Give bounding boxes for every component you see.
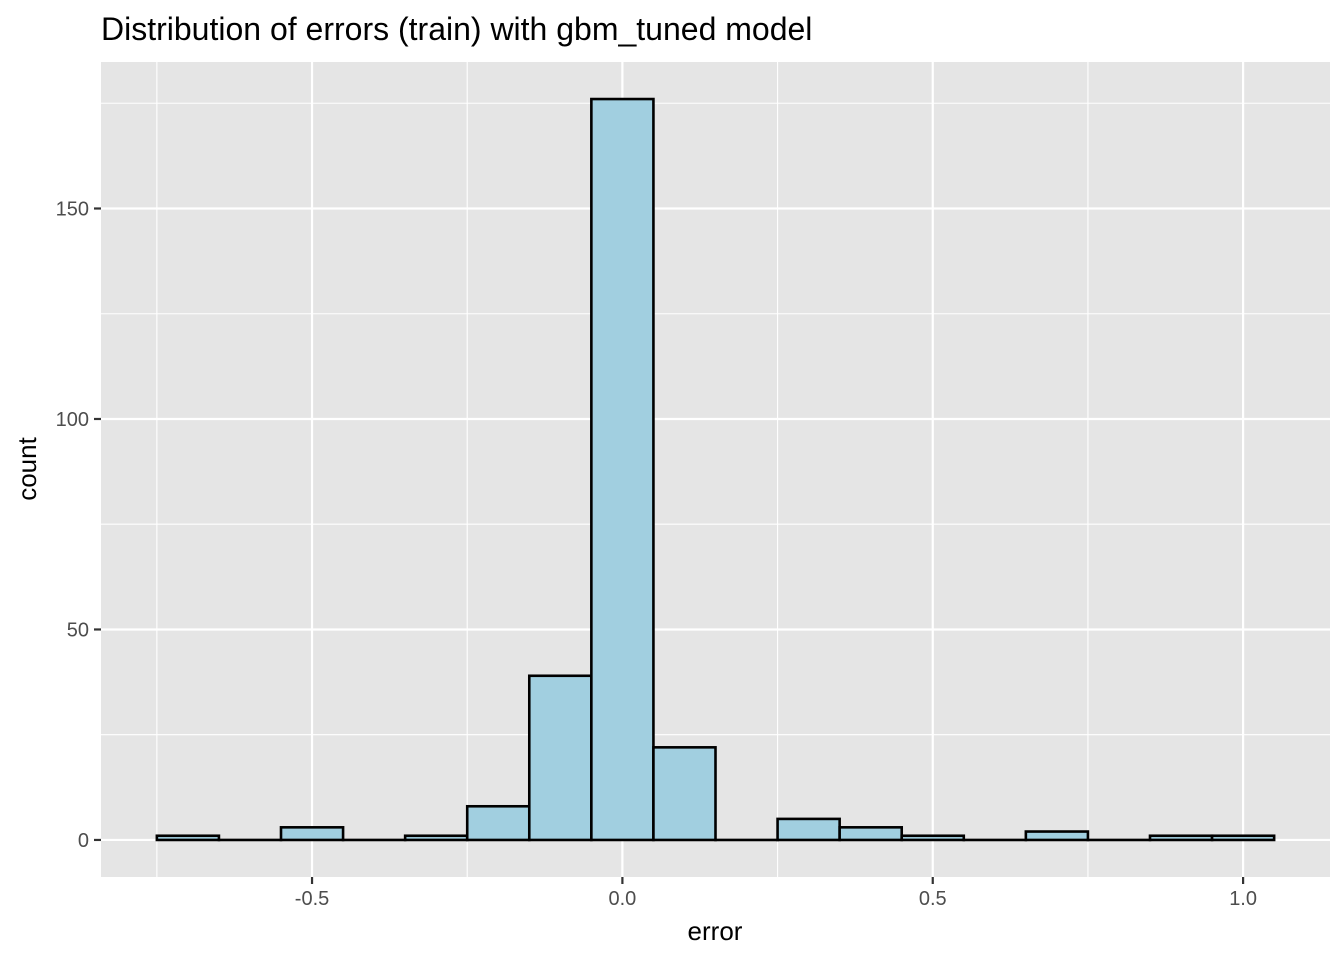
histogram-bar xyxy=(590,97,655,842)
y-tick-label: 50 xyxy=(67,619,89,641)
y-tick-label: 100 xyxy=(56,409,89,431)
histogram-bar xyxy=(1024,830,1090,842)
histogram-bar xyxy=(403,834,469,842)
histogram-bar xyxy=(155,834,221,842)
histogram-bar xyxy=(465,804,531,842)
histogram-bar xyxy=(527,674,593,842)
chart-title: Distribution of errors (train) with gbm_… xyxy=(101,11,812,47)
y-tick-label: 0 xyxy=(78,830,89,852)
y-axis: 0 50 100 150 xyxy=(56,198,101,852)
minor-gridlines xyxy=(101,62,1330,877)
x-axis: -0.5 0.0 0.5 1.0 xyxy=(295,877,1257,910)
x-tick-label: 0.0 xyxy=(608,888,636,910)
y-axis-title: count xyxy=(12,436,42,500)
x-tick-label: 0.5 xyxy=(919,888,947,910)
histogram-bar xyxy=(1148,834,1214,842)
histogram-bar xyxy=(1210,834,1276,842)
y-tick-label: 150 xyxy=(56,198,89,220)
histogram-bar xyxy=(838,826,904,842)
histogram-bar xyxy=(279,826,345,842)
histogram-bars xyxy=(155,97,1276,842)
x-axis-title: error xyxy=(688,916,743,946)
x-tick-label: 1.0 xyxy=(1229,888,1257,910)
plot-panel xyxy=(101,62,1330,877)
histogram-bar xyxy=(652,746,717,842)
x-tick-label: -0.5 xyxy=(295,888,329,910)
histogram-bar xyxy=(900,834,966,842)
histogram-bar xyxy=(776,817,841,842)
